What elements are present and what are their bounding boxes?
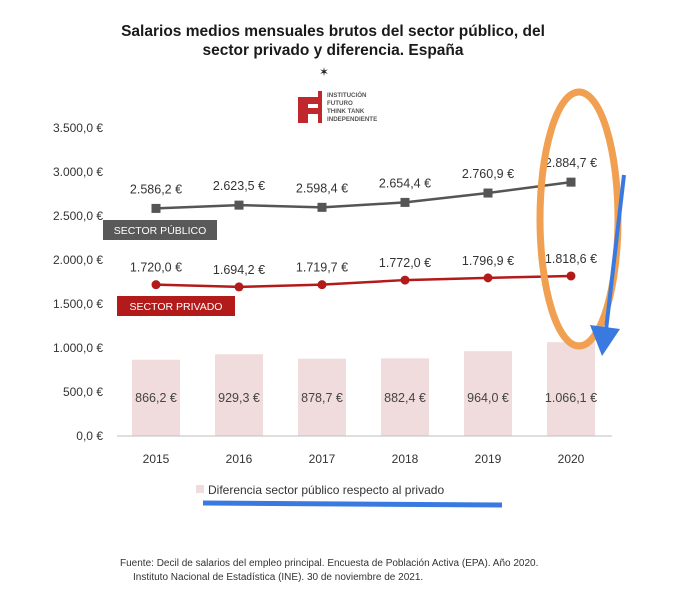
y-tick-label: 2.500,0 € [53,209,103,223]
sector-privado-marker [566,271,576,281]
x-tick-label: 2015 [143,452,170,466]
legend-label: Diferencia sector público respecto al pr… [208,483,444,497]
logo-line-4: INDEPENDIENTE [327,116,377,123]
sector-privado-box-bg [117,296,235,316]
logo-line-3: THINK TANK [327,108,365,115]
difference-bar-label: 866,2 € [135,391,177,405]
difference-bar [381,358,429,436]
highlight-ellipse [536,88,622,350]
sector-privado-value-label: 1.818,6 € [545,252,597,266]
difference-bar-labels: 866,2 € 929,3 € 878,7 € 882,4 € 964,0 € 1.066… [135,391,597,405]
y-tick-label: 1.500,0 € [53,297,103,311]
sector-privado-marker [317,280,327,290]
sector-privado-box: SECTOR PRIVADO [117,296,235,316]
legend-underline [202,500,503,508]
difference-bar [464,351,512,436]
logo-mark-right [318,91,322,123]
x-tick-label: 2017 [309,452,336,466]
logo-mark-top [298,97,320,104]
difference-bar-label: 878,7 € [301,391,343,405]
sector-publico-marker [400,197,410,207]
sector-privado-marker [400,275,410,285]
trend-arrow-shaft [604,174,626,331]
y-tick-label: 2.000,0 € [53,253,103,267]
sector-privado-value-label: 1.772,0 € [379,256,431,270]
chart-title-line-2: sector privado y diferencia. España [202,42,463,59]
x-tick-label: 2020 [558,452,585,466]
legend-swatch [196,485,204,493]
sector-publico-label: SECTOR PÚBLICO [114,224,207,237]
difference-bar [215,354,263,436]
sector-privado-label: SECTOR PRIVADO [130,301,223,313]
sector-privado-line [155,274,572,289]
sector-publico-line [155,180,572,210]
x-tick-label: 2019 [475,452,502,466]
difference-bar-label: 929,3 € [218,391,260,405]
difference-bar-label: 882,4 € [384,391,426,405]
sector-publico-box-bg [103,220,217,240]
y-tick-label: 0,0 € [76,429,103,443]
sector-publico-marker [483,188,493,198]
difference-bar-label: 964,0 € [467,391,509,405]
sector-publico-value-label: 2.598,4 € [296,181,348,195]
sector-privado-marker [483,273,493,283]
x-tick-label: 2018 [392,452,419,466]
series-lines: 2.586,2 € 2.623,5 € 2.598,4 € 2.654,4 € 2.76… [130,156,597,292]
trend-arrow-head [590,325,620,356]
institucion-futuro-logo: ✶ INSTITUCIÓN FUTURO THINK TANK INDEPEND… [298,65,377,123]
sector-publico-value-label: 2.654,4 € [379,176,431,190]
sector-publico-value-label: 2.623,5 € [213,179,265,193]
difference-bar [298,358,346,436]
x-axis: 2015 2016 2017 2018 2019 2020 [143,452,585,466]
sector-privado-value-label: 1.719,7 € [296,261,348,275]
sector-publico-value-label: 2.884,7 € [545,156,597,170]
sector-publico-marker [151,203,161,213]
source-line-2: Instituto Nacional de Estadística (INE).… [133,572,423,583]
star-icon: ✶ [319,65,329,79]
sector-privado-marker [234,282,244,292]
sector-privado-value-label: 1.694,2 € [213,263,265,277]
difference-bars [132,342,595,436]
logo-mark-mid [308,108,320,114]
sector-publico-value-label: 2.586,2 € [130,182,182,196]
sector-publico-marker [234,200,244,210]
y-tick-label: 1.000,0 € [53,341,103,355]
logo-mark-left [298,97,308,123]
y-tick-label: 500,0 € [63,385,103,399]
sector-publico-marker [317,202,327,212]
sector-publico-marker [566,177,576,187]
source-line-1: Fuente: Decil de salarios del empleo pri… [120,558,538,569]
logo-line-2: FUTURO [327,100,353,107]
sector-privado-value-label: 1.720,0 € [130,261,182,275]
difference-bar-label: 1.066,1 € [545,391,597,405]
x-tick-label: 2016 [226,452,253,466]
sector-privado-marker [151,280,161,290]
y-tick-label: 3.500,0 € [53,121,103,135]
sector-privado-value-label: 1.796,9 € [462,254,514,268]
sector-publico-value-label: 2.760,9 € [462,167,514,181]
difference-bar [547,342,595,436]
legend: Diferencia sector público respecto al pr… [196,483,444,497]
logo-line-1: INSTITUCIÓN [327,91,367,99]
y-axis: 3.500,0 € 3.000,0 € 2.500,0 € 2.000,0 € 1.50… [53,121,103,443]
sector-publico-box: SECTOR PÚBLICO [103,220,217,240]
chart-title-line-1: Salarios medios mensuales brutos del sec… [121,23,545,40]
difference-bar [132,359,180,436]
y-tick-label: 3.000,0 € [53,165,103,179]
